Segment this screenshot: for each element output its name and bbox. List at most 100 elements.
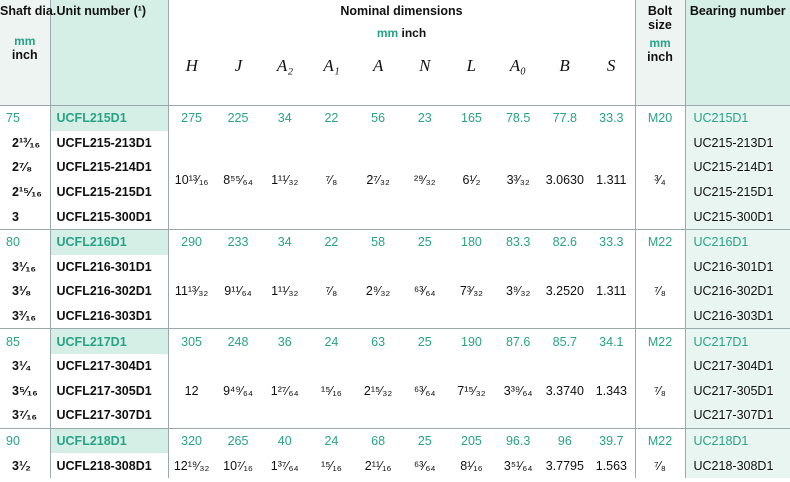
dim-mm: 56 — [354, 104, 402, 131]
dim-mm: 87.6 — [494, 328, 542, 354]
dim-mm: 39.7 — [588, 427, 635, 454]
dim-inch: 1.343 — [595, 383, 627, 398]
bearing-number: UC215D1 — [684, 104, 790, 131]
dim-inch: 2¹¹⁄₁₆ — [364, 458, 392, 473]
shaft-header: Shaft dia. mm inch — [0, 0, 56, 106]
dim-inch: 7³⁄₃₂ — [459, 284, 484, 299]
dim-mm: 205 — [448, 427, 495, 454]
header-text: Bolt size — [647, 4, 673, 32]
symbol: N — [419, 56, 431, 75]
nominal-header: Nominal dimensions mm inch H J A₂ A₁ A N L A₀ B S — [168, 0, 635, 106]
mm-row: 80 UCFL216D1 290 233 34 22 58 25 180 83.3 82.6 33.3… — [0, 228, 790, 255]
shaft-mm: 75 — [0, 104, 51, 131]
bolt-mm: M22 — [634, 328, 685, 354]
shaft-inch: 3 — [0, 204, 51, 230]
unit-number: UCFL216-303D1 — [50, 303, 169, 329]
dim-inch: 11¹³⁄₃₂ — [174, 284, 209, 299]
symbol: A — [372, 56, 384, 75]
shaft-inch: 3¹⁄₈ — [0, 279, 51, 304]
shaft-inch: 2⁷⁄₈ — [0, 155, 51, 180]
dim-inch: 1.563 — [595, 458, 627, 473]
bearing-header: Bearing number — [684, 0, 790, 106]
dim-mm: 25 — [401, 228, 449, 255]
bearing-number: UC215-300D1 — [684, 204, 790, 230]
inch-row: 2¹⁵⁄₁₆ UCFL215-215D1 UC215-215D1 — [0, 179, 790, 205]
dim-mm: 78.5 — [494, 104, 542, 131]
unit-header: Unit number (¹) — [50, 0, 169, 106]
bearing-number: UC217-307D1 — [684, 403, 790, 429]
mm-row: 85 UCFL217D1 305 248 36 24 63 25 190 87.6 85.7 34.1… — [0, 328, 790, 354]
header-text: Unit number (¹) — [56, 4, 147, 18]
dim-inch: ¹⁵⁄₁₆ — [321, 383, 342, 398]
shaft-mm: 85 — [0, 328, 51, 354]
dim-inch: 8¹⁄₁₆ — [460, 458, 483, 473]
symbol: A₀ — [509, 56, 527, 75]
bearing-number: UC215-213D1 — [684, 130, 790, 156]
symbol: H — [185, 56, 198, 75]
dim-inch: 6¹⁄₂ — [462, 172, 481, 187]
bolt-inch: ⁷⁄₈ — [634, 353, 685, 429]
dim-mm: 24 — [308, 427, 355, 454]
mm-row: 75 UCFL215D1 275 225 34 22 56 23 165 78.5 77.8 33.3… — [0, 104, 790, 131]
dim-inch: 8⁵⁵⁄₆₄ — [223, 172, 253, 187]
header-text: Nominal dimensions — [340, 4, 463, 18]
bolt-mm: M22 — [634, 427, 685, 454]
dim-mm: 23 — [401, 104, 449, 131]
shaft-mm: 90 — [0, 427, 51, 454]
bolt-inch: ⁷⁄₈ — [634, 254, 685, 329]
header-unit: inch — [11, 48, 38, 62]
dim-mm: 22 — [308, 228, 355, 255]
inch-row: 3 UCFL215-300D1 UC215-300D1 — [0, 204, 790, 230]
bolt-mm: M20 — [634, 104, 685, 131]
unit-number: UCFL215-215D1 — [50, 179, 169, 205]
dim-inch: 3.0630 — [545, 172, 584, 187]
inch-row: 2¹³⁄₁₆ UCFL215-213D1 10¹³⁄₁₆ 8⁵⁵⁄₆₄ 1¹¹⁄₃₂ ⁷⁄… — [0, 130, 790, 230]
dim-inch: ⁶³⁄₆₄ — [414, 383, 436, 398]
dim-mm: 25 — [401, 328, 449, 354]
bearing-number: UC218D1 — [684, 427, 790, 454]
dim-inch: 3⁹⁄₃₂ — [505, 284, 531, 299]
shaft-inch: 3⁵⁄₁₆ — [0, 378, 51, 404]
dim-inch: 3.2520 — [545, 284, 584, 299]
bearing-number: UC217-305D1 — [684, 378, 790, 404]
symbol: A₂ — [276, 56, 294, 75]
bearing-number: UC216-301D1 — [684, 254, 790, 280]
inch-row: 3¹⁄₄ UCFL217-304D1 12 9⁴⁹⁄₆₄ 1²⁷⁄₆₄ ¹⁵⁄₁₆ 2¹⁵⁄… — [0, 353, 790, 429]
shaft-inch: 2¹³⁄₁₆ — [0, 130, 51, 156]
shaft-mm: 80 — [0, 228, 51, 255]
header-unit: inch — [647, 50, 673, 64]
dim-inch: 3.7795 — [545, 458, 584, 473]
dim-mm: 83.3 — [494, 228, 542, 255]
dim-mm: 34.1 — [588, 328, 635, 354]
dim-mm: 96.3 — [494, 427, 542, 454]
bolt-header: Bolt size mm inch — [634, 0, 685, 106]
dim-mm: 34 — [261, 104, 309, 131]
unit-number: UCFL216-301D1 — [50, 254, 169, 280]
dim-mm: 36 — [261, 328, 309, 354]
dim-mm: 225 — [214, 104, 262, 131]
dim-mm: 58 — [354, 228, 402, 255]
dim-inch: ⁷⁄₈ — [325, 172, 338, 187]
dim-inch: ⁷⁄₈ — [325, 284, 338, 299]
bearing-number: UC216-303D1 — [684, 303, 790, 329]
shaft-inch: 3⁷⁄₁₆ — [0, 403, 51, 429]
dim-inch: ⁶³⁄₆₄ — [414, 458, 436, 473]
dim-mm: 180 — [448, 228, 495, 255]
shaft-inch: 3¹⁄₂ — [0, 453, 51, 478]
bearing-number: UC217D1 — [684, 328, 790, 354]
symbol: S — [606, 56, 616, 75]
inch-row: 3¹⁄₁₆ UCFL216-301D1 11¹³⁄₃₂ 9¹¹⁄₆₄ 1¹¹⁄₃₂ ⁷⁄₈… — [0, 254, 790, 329]
unit-number: UCFL215-214D1 — [50, 155, 169, 180]
bearing-number: UC218-308D1 — [684, 453, 790, 478]
shaft-inch: 2¹⁵⁄₁₆ — [0, 179, 51, 205]
header-unit: mm — [376, 26, 399, 40]
unit-number: UCFL217-304D1 — [50, 353, 169, 379]
inch-row: 2⁷⁄₈ UCFL215-214D1 UC215-214D1 — [0, 155, 790, 180]
unit-number: UCFL215-300D1 — [50, 204, 169, 230]
dim-mm: 77.8 — [541, 104, 589, 131]
shaft-inch: 3¹⁄₁₆ — [0, 254, 51, 280]
dim-inch: 12¹⁹⁄₃₂ — [173, 458, 210, 473]
dim-inch: 3³⁄₃₂ — [506, 172, 530, 187]
dim-mm: 40 — [261, 427, 309, 454]
dim-inch: 1¹¹⁄₃₂ — [271, 284, 299, 299]
